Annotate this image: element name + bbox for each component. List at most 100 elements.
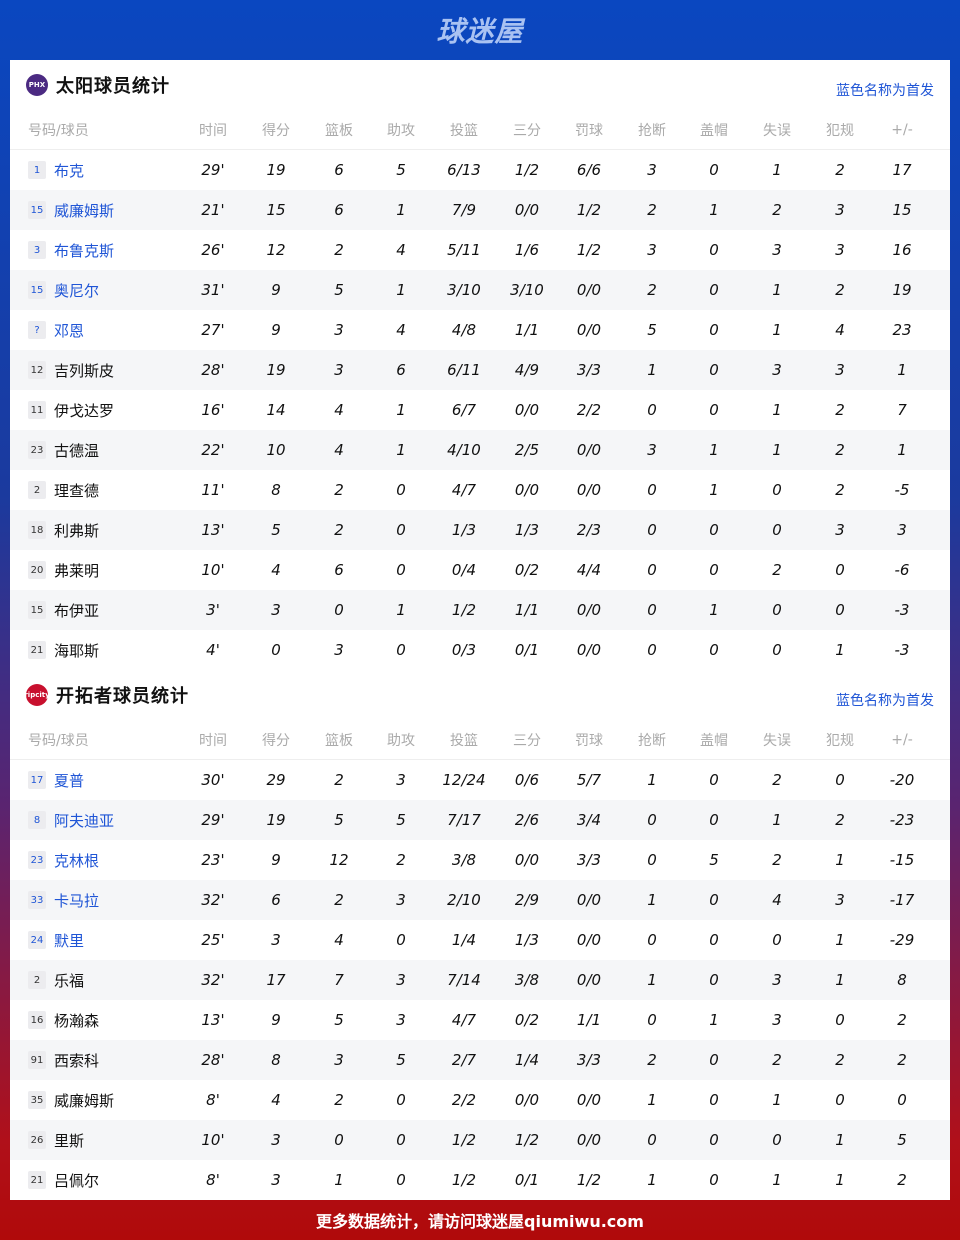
column-header: 投篮 — [450, 732, 478, 749]
player-row[interactable]: 2 乐福 32' 17 7 3 7/14 3/8 0/0 1 0 3 1 8 — [10, 960, 950, 1000]
stat-cell: 3 — [835, 891, 845, 909]
player-name[interactable]: 默里 — [54, 931, 85, 950]
stat-cell: 6/13 — [447, 161, 481, 179]
player-name[interactable]: 克林根 — [54, 851, 100, 870]
player-name[interactable]: 布伊亚 — [54, 601, 100, 620]
player-cell: 15 奥尼尔 — [28, 280, 99, 301]
stat-cell: -23 — [889, 811, 915, 829]
stat-cell: 1 — [396, 281, 406, 299]
player-name[interactable]: 里斯 — [54, 1131, 85, 1150]
player-row[interactable]: 15 奥尼尔 31' 9 5 1 3/10 3/10 0/0 2 0 1 2 19 — [10, 270, 950, 310]
player-name[interactable]: 威廉姆斯 — [54, 1091, 115, 1110]
player-row[interactable]: 24 默里 25' 3 4 0 1/4 1/3 0/0 0 0 0 1 -29 — [10, 920, 950, 960]
player-name[interactable]: 西索科 — [54, 1051, 100, 1070]
player-name[interactable]: 卡马拉 — [54, 891, 100, 910]
stat-cell: 2 — [334, 481, 344, 499]
stat-cell: 3/8 — [451, 851, 477, 869]
stat-cell: 0 — [709, 1091, 719, 1109]
player-row[interactable]: 16 杨瀚森 13' 9 5 3 4/7 0/2 1/1 0 1 3 0 2 — [10, 1000, 950, 1040]
player-row[interactable]: ? 邓恩 27' 9 3 4 4/8 1/1 0/0 5 0 1 4 23 — [10, 310, 950, 350]
player-row[interactable]: 35 威廉姆斯 8' 4 2 0 2/2 0/0 0/0 1 0 1 0 0 — [10, 1080, 950, 1120]
player-row[interactable]: 23 克林根 23' 9 12 2 3/8 0/0 3/3 0 5 2 1 -15 — [10, 840, 950, 880]
player-name[interactable]: 奥尼尔 — [54, 281, 100, 300]
stat-cell: -17 — [889, 891, 915, 909]
stat-cell: 3/3 — [576, 1051, 602, 1069]
player-cell: 1 布克 — [28, 160, 84, 181]
stat-cell: 2/2 — [576, 401, 602, 419]
player-name[interactable]: 弗莱明 — [54, 561, 100, 580]
player-name[interactable]: 古德温 — [54, 441, 100, 460]
player-row[interactable]: 21 海耶斯 4' 0 3 0 0/3 0/1 0/0 0 0 0 1 -3 — [10, 630, 950, 670]
stat-cell: 3 — [334, 641, 344, 659]
player-row[interactable]: 8 阿夫迪亚 29' 19 5 5 7/17 2/6 3/4 0 0 1 2 -23 — [10, 800, 950, 840]
column-header: +/- — [891, 731, 913, 748]
player-row[interactable]: 21 吕佩尔 8' 3 1 0 1/2 0/1 1/2 1 0 1 1 2 — [10, 1160, 950, 1200]
stat-cell: 2/7 — [451, 1051, 477, 1069]
stat-cell: 0/0 — [576, 281, 602, 299]
player-name[interactable]: 邓恩 — [54, 321, 85, 340]
site-logo: 球迷屋 — [436, 15, 524, 48]
player-row[interactable]: 18 利弗斯 13' 5 2 0 1/3 1/3 2/3 0 0 0 3 3 — [10, 510, 950, 550]
stat-cell: 0 — [772, 601, 782, 619]
player-name[interactable]: 威廉姆斯 — [54, 201, 115, 220]
column-header: 抢断 — [638, 732, 666, 749]
footer-banner[interactable]: 更多数据统计，请访问球迷屋qiumiwu.com — [0, 1200, 960, 1240]
player-row[interactable]: 20 弗莱明 10' 4 6 0 0/4 0/2 4/4 0 0 2 0 -6 — [10, 550, 950, 590]
player-cell: 18 利弗斯 — [28, 520, 99, 541]
player-row[interactable]: 17 夏普 30' 29 2 3 12/24 0/6 5/7 1 0 2 0 -20 — [10, 760, 950, 800]
jersey-number: 21 — [28, 1171, 46, 1189]
player-name[interactable]: 吉列斯皮 — [54, 361, 115, 380]
player-name[interactable]: 乐福 — [54, 971, 85, 990]
stat-cell: 6 — [271, 891, 281, 909]
player-name[interactable]: 海耶斯 — [54, 641, 100, 660]
stat-cell: 0/0 — [514, 481, 540, 499]
stat-cell: 1/2 — [514, 161, 540, 179]
player-row[interactable]: 15 威廉姆斯 21' 15 6 1 7/9 0/0 1/2 2 1 2 3 15 — [10, 190, 950, 230]
stat-cell: 1/3 — [514, 521, 540, 539]
player-name[interactable]: 布克 — [54, 161, 85, 180]
player-name[interactable]: 杨瀚森 — [54, 1011, 100, 1030]
stat-cell: 1 — [772, 401, 782, 419]
stat-cell: 2 — [647, 1051, 657, 1069]
stat-cell: 4/9 — [514, 361, 540, 379]
player-row[interactable]: 12 吉列斯皮 28' 19 3 6 6/11 4/9 3/3 1 0 3 3 1 — [10, 350, 950, 390]
player-row[interactable]: 23 古德温 22' 10 4 1 4/10 2/5 0/0 3 1 1 2 1 — [10, 430, 950, 470]
stat-cell: 2 — [897, 1171, 907, 1189]
player-row[interactable]: 26 里斯 10' 3 0 0 1/2 1/2 0/0 0 0 0 1 5 — [10, 1120, 950, 1160]
player-name[interactable]: 布鲁克斯 — [54, 241, 115, 260]
stat-cell: 2 — [647, 281, 657, 299]
player-name[interactable]: 利弗斯 — [54, 521, 100, 540]
player-cell: 12 吉列斯皮 — [28, 360, 114, 381]
player-name[interactable]: 夏普 — [54, 771, 85, 790]
stat-cell: 6 — [396, 361, 406, 379]
player-cell: 2 乐福 — [28, 970, 84, 991]
player-row[interactable]: 11 伊戈达罗 16' 14 4 1 6/7 0/0 2/2 0 0 1 2 7 — [10, 390, 950, 430]
stat-cell: 1/1 — [514, 601, 540, 619]
player-name[interactable]: 伊戈达罗 — [54, 401, 115, 420]
stat-cell: 4 — [334, 441, 344, 459]
player-row[interactable]: 15 布伊亚 3' 3 0 1 1/2 1/1 0/0 0 1 0 0 -3 — [10, 590, 950, 630]
stat-cell: 0 — [709, 641, 719, 659]
stat-cell: 2 — [334, 771, 344, 789]
player-row[interactable]: 2 理查德 11' 8 2 0 4/7 0/0 0/0 0 1 0 2 -5 — [10, 470, 950, 510]
stat-cell: 0 — [647, 641, 657, 659]
player-name[interactable]: 阿夫迪亚 — [54, 811, 115, 830]
stat-cell: 0/0 — [514, 1091, 540, 1109]
jersey-number: 17 — [28, 771, 46, 789]
stat-cell: 5/11 — [447, 241, 481, 259]
stat-cell: 26' — [201, 241, 225, 259]
player-name[interactable]: 吕佩尔 — [54, 1171, 100, 1190]
column-header: 时间 — [199, 122, 227, 139]
stat-cell: -29 — [889, 931, 915, 949]
stat-cell: 2 — [897, 1051, 907, 1069]
player-name[interactable]: 理查德 — [54, 481, 100, 500]
player-row[interactable]: 3 布鲁克斯 26' 12 2 4 5/11 1/6 1/2 3 0 3 3 16 — [10, 230, 950, 270]
stat-cell: 14 — [266, 401, 286, 419]
player-row[interactable]: 91 西索科 28' 8 3 5 2/7 1/4 3/3 2 0 2 2 2 — [10, 1040, 950, 1080]
player-row[interactable]: 1 布克 29' 19 6 5 6/13 1/2 6/6 3 0 1 2 17 — [10, 150, 950, 190]
stat-cell: 3 — [396, 771, 406, 789]
stat-cell: 4 — [271, 561, 281, 579]
column-header: 助攻 — [387, 732, 415, 749]
player-row[interactable]: 33 卡马拉 32' 6 2 3 2/10 2/9 0/0 1 0 4 3 -17 — [10, 880, 950, 920]
stat-cell: 3 — [334, 321, 344, 339]
